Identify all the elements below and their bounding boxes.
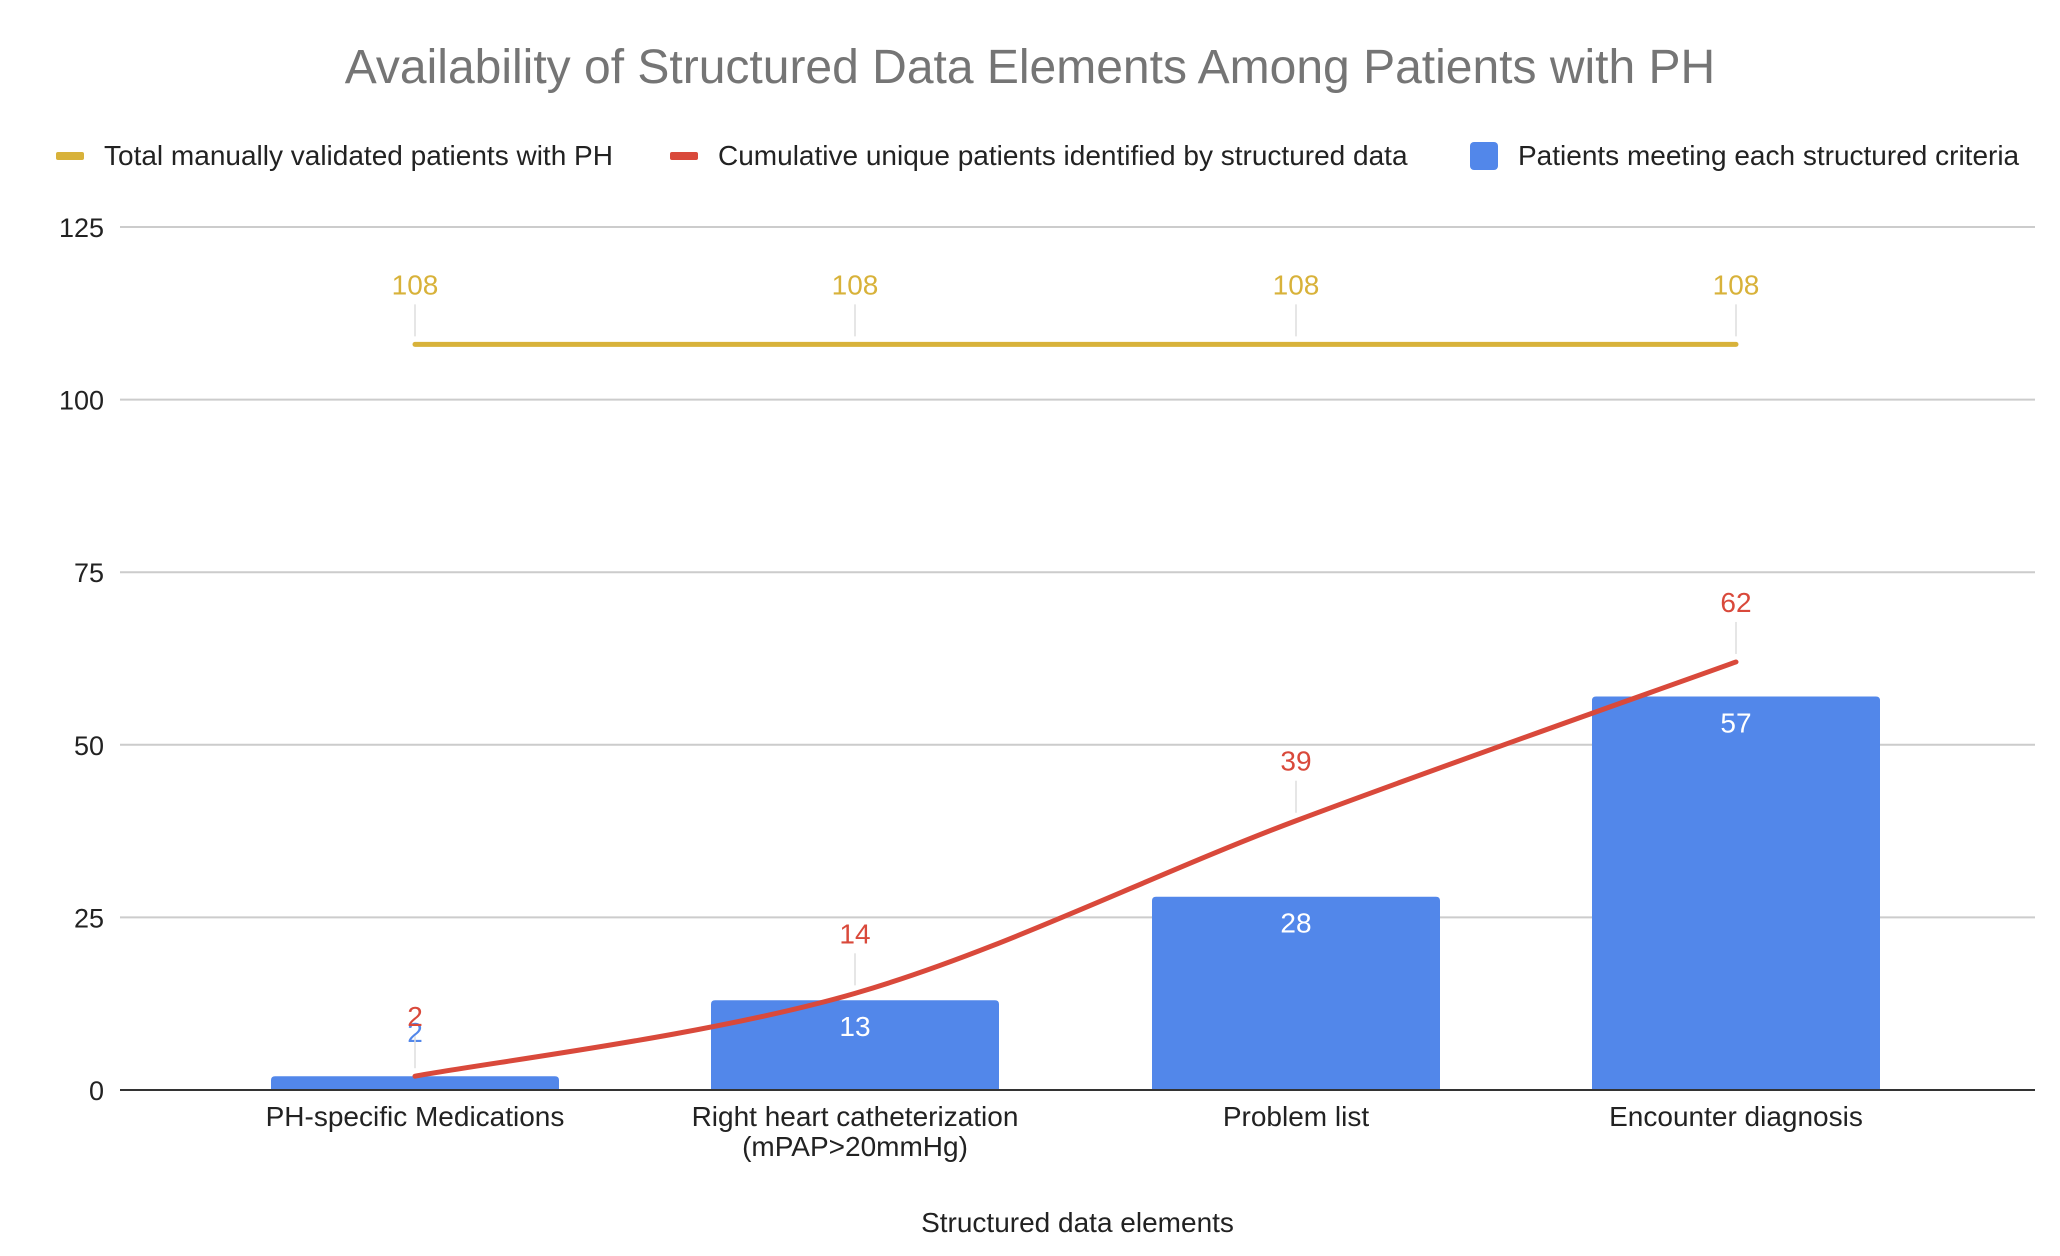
bar (1592, 696, 1880, 1090)
y-tick-label: 0 (89, 1076, 104, 1106)
line-data-label: 108 (1273, 269, 1320, 300)
y-tick-label: 100 (59, 386, 104, 416)
y-tick-label: 25 (74, 903, 104, 933)
legend-swatch-patients (1470, 142, 1498, 170)
x-tick-label: Encounter diagnosis (1609, 1101, 1863, 1132)
series-line (412, 659, 1739, 1079)
x-tick-label: Right heart catheterization (692, 1101, 1019, 1132)
line-data-label: 62 (1720, 587, 1751, 618)
y-tick-label: 125 (59, 213, 104, 243)
legend-item-cumulative[interactable]: Cumulative unique patients identified by… (670, 136, 1408, 176)
x-tick-label: PH-specific Medications (266, 1101, 565, 1132)
line-data-label: 108 (832, 269, 879, 300)
legend-label-total: Total manually validated patients with P… (104, 140, 613, 171)
bar-data-label: 28 (1280, 908, 1311, 939)
chart-title: Availability of Structured Data Elements… (344, 41, 1716, 94)
x-tick-label: Problem list (1223, 1101, 1369, 1132)
bar-data-label: 13 (839, 1011, 870, 1042)
bar (271, 1076, 559, 1090)
legend-item-patients[interactable]: Patients meeting each structured criteri… (1470, 136, 2019, 176)
line-data-label: 2 (407, 1001, 423, 1032)
legend: Total manually validated patients with P… (0, 136, 2060, 176)
bar-data-label: 2 (407, 1017, 423, 1048)
line-data-label: 108 (392, 269, 439, 300)
legend-label-cumulative: Cumulative unique patients identified by… (718, 140, 1408, 171)
legend-item-total[interactable]: Total manually validated patients with P… (56, 136, 613, 176)
line-data-label: 39 (1280, 746, 1311, 777)
line-data-label: 108 (1713, 269, 1760, 300)
bar (1152, 896, 1440, 1090)
x-axis-title: Structured data elements (921, 1207, 1234, 1238)
y-tick-label: 75 (74, 558, 104, 588)
x-tick-label: (mPAP>20mmHg) (742, 1131, 968, 1162)
line-data-label: 14 (839, 918, 870, 949)
bar (711, 1000, 999, 1090)
legend-label-patients: Patients meeting each structured criteri… (1518, 140, 2020, 171)
bar-data-label: 57 (1720, 707, 1751, 738)
legend-swatch-cumulative (670, 152, 698, 160)
legend-swatch-total (56, 152, 84, 160)
y-tick-label: 50 (74, 731, 104, 761)
